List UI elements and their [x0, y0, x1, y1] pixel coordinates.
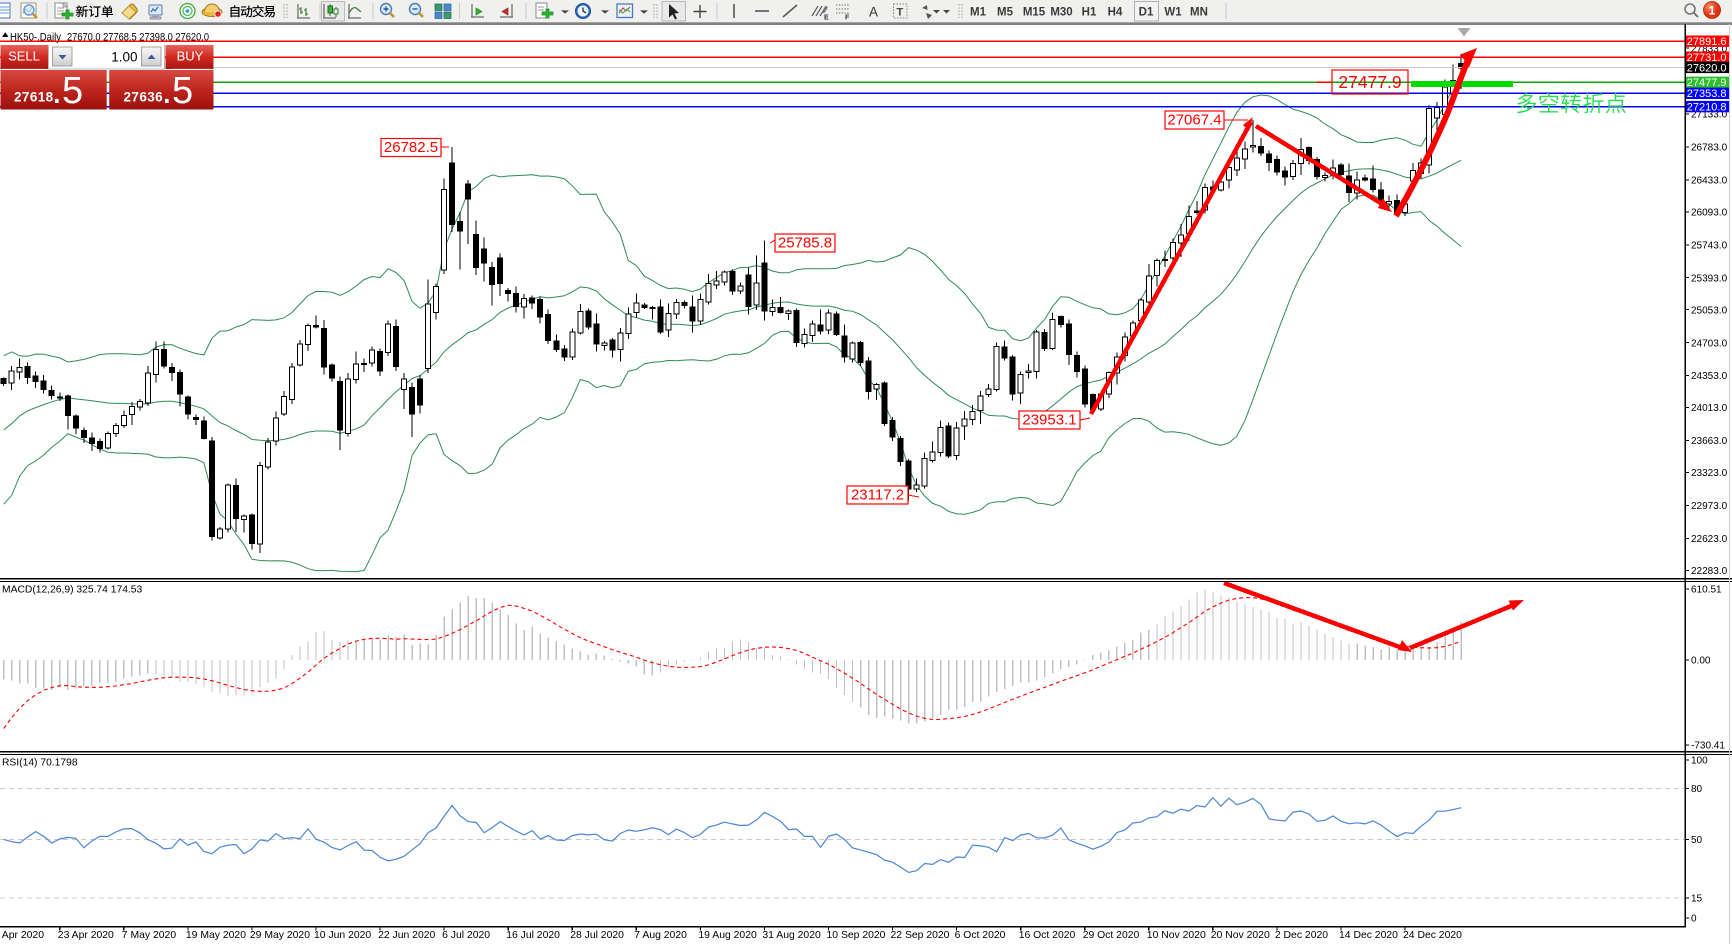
svg-text:M30: M30 — [1050, 7, 1072, 19]
svg-text:M15: M15 — [1023, 7, 1046, 19]
svg-text:D1: D1 — [1139, 7, 1154, 19]
svg-text:23953.1: 23953.1 — [1022, 412, 1076, 429]
svg-text:27133.0: 27133.0 — [1691, 110, 1728, 121]
svg-text:29 May 2020: 29 May 2020 — [250, 930, 310, 941]
svg-text:MACD(12,26,9) 325.74 174.53: MACD(12,26,9) 325.74 174.53 — [2, 585, 143, 596]
svg-text:27636: 27636 — [124, 90, 164, 105]
svg-text:RSI(14) 70.1798: RSI(14) 70.1798 — [2, 758, 78, 769]
svg-text:W1: W1 — [1164, 7, 1182, 19]
svg-text:27067.4: 27067.4 — [1167, 112, 1221, 129]
svg-text:HK50-,Daily: HK50-,Daily — [10, 32, 61, 44]
svg-text:610.51: 610.51 — [1691, 585, 1722, 596]
svg-text:14 Dec 2020: 14 Dec 2020 — [1339, 930, 1398, 941]
svg-text:A: A — [869, 5, 878, 20]
svg-text:H1: H1 — [1082, 7, 1097, 19]
svg-text:23323.0: 23323.0 — [1691, 468, 1728, 479]
svg-text:26782.5: 26782.5 — [384, 139, 438, 156]
svg-text:9 Apr 2020: 9 Apr 2020 — [0, 930, 44, 941]
svg-text:19 Aug 2020: 19 Aug 2020 — [698, 930, 757, 941]
svg-text:M5: M5 — [997, 7, 1014, 19]
svg-text:MN: MN — [1190, 7, 1208, 19]
svg-text:26093.0: 26093.0 — [1691, 208, 1728, 219]
svg-text:22 Jun 2020: 22 Jun 2020 — [378, 930, 435, 941]
svg-text:27353.8: 27353.8 — [1687, 88, 1727, 100]
svg-text:-730.41: -730.41 — [1691, 741, 1725, 752]
svg-text:23 Apr 2020: 23 Apr 2020 — [58, 930, 114, 941]
svg-text:27618: 27618 — [14, 90, 54, 105]
svg-text:16 Oct 2020: 16 Oct 2020 — [1019, 930, 1076, 941]
svg-text:25785.8: 25785.8 — [778, 235, 832, 252]
svg-text:29 Oct 2020: 29 Oct 2020 — [1083, 930, 1140, 941]
svg-text:27670.0 27768.5 27398.0 27620.: 27670.0 27768.5 27398.0 27620.0 — [67, 32, 209, 44]
svg-text:7 May 2020: 7 May 2020 — [122, 930, 177, 941]
svg-text:26783.0: 26783.0 — [1691, 143, 1728, 154]
svg-text:24013.0: 24013.0 — [1691, 403, 1728, 414]
svg-text:80: 80 — [1691, 784, 1703, 795]
svg-text:50: 50 — [1691, 835, 1703, 846]
svg-text:31 Aug 2020: 31 Aug 2020 — [762, 930, 821, 941]
svg-text:7 Aug 2020: 7 Aug 2020 — [634, 930, 687, 941]
svg-text:T: T — [897, 7, 904, 19]
svg-text:10 Nov 2020: 10 Nov 2020 — [1147, 930, 1206, 941]
svg-text:E: E — [824, 15, 829, 22]
svg-text:25743.0: 25743.0 — [1691, 241, 1728, 252]
svg-text:.5: .5 — [52, 70, 84, 112]
svg-text:25393.0: 25393.0 — [1691, 273, 1728, 284]
svg-text:27477.9: 27477.9 — [1338, 72, 1401, 92]
svg-text:F: F — [845, 15, 850, 22]
svg-text:15: 15 — [1691, 894, 1703, 905]
svg-text:19 May 2020: 19 May 2020 — [186, 930, 246, 941]
svg-text:27731.0: 27731.0 — [1687, 52, 1727, 64]
svg-text:H4: H4 — [1108, 7, 1123, 19]
svg-text:28 Jul 2020: 28 Jul 2020 — [570, 930, 624, 941]
svg-text:27891.6: 27891.6 — [1687, 36, 1727, 48]
svg-text:0: 0 — [1691, 914, 1697, 925]
svg-text:23117.2: 23117.2 — [851, 487, 904, 504]
svg-text:BUY: BUY — [177, 49, 204, 64]
svg-text:27833.0: 27833.0 — [1691, 44, 1728, 55]
svg-text:.5: .5 — [162, 70, 194, 112]
svg-text:27210.8: 27210.8 — [1687, 102, 1727, 114]
svg-text:2 Dec 2020: 2 Dec 2020 — [1275, 930, 1328, 941]
svg-text:22283.0: 22283.0 — [1691, 566, 1728, 577]
svg-text:24353.0: 24353.0 — [1691, 371, 1728, 382]
svg-text:25053.0: 25053.0 — [1691, 305, 1728, 316]
svg-text:1: 1 — [1709, 4, 1716, 18]
svg-text:M1: M1 — [970, 7, 987, 19]
svg-text:27477.9: 27477.9 — [1687, 77, 1727, 89]
svg-text:SELL: SELL — [8, 49, 40, 64]
svg-text:0.00: 0.00 — [1691, 656, 1711, 667]
svg-text:6 Oct 2020: 6 Oct 2020 — [955, 930, 1006, 941]
svg-text:22973.0: 22973.0 — [1691, 501, 1728, 512]
svg-text:24 Dec 2020: 24 Dec 2020 — [1403, 930, 1462, 941]
svg-text:24703.0: 24703.0 — [1691, 338, 1728, 349]
svg-text:26433.0: 26433.0 — [1691, 176, 1728, 187]
svg-text:10 Jun 2020: 10 Jun 2020 — [314, 930, 371, 941]
svg-text:20 Nov 2020: 20 Nov 2020 — [1211, 930, 1270, 941]
svg-text:6 Jul 2020: 6 Jul 2020 — [442, 930, 490, 941]
svg-text:27620.0: 27620.0 — [1687, 62, 1727, 74]
svg-text:10 Sep 2020: 10 Sep 2020 — [827, 930, 886, 941]
svg-text:16 Jul 2020: 16 Jul 2020 — [506, 930, 560, 941]
svg-text:22 Sep 2020: 22 Sep 2020 — [891, 930, 950, 941]
svg-text:100: 100 — [1691, 756, 1708, 767]
svg-text:1.00: 1.00 — [111, 50, 137, 65]
svg-text:22623.0: 22623.0 — [1691, 534, 1728, 545]
svg-text:23663.0: 23663.0 — [1691, 436, 1728, 447]
